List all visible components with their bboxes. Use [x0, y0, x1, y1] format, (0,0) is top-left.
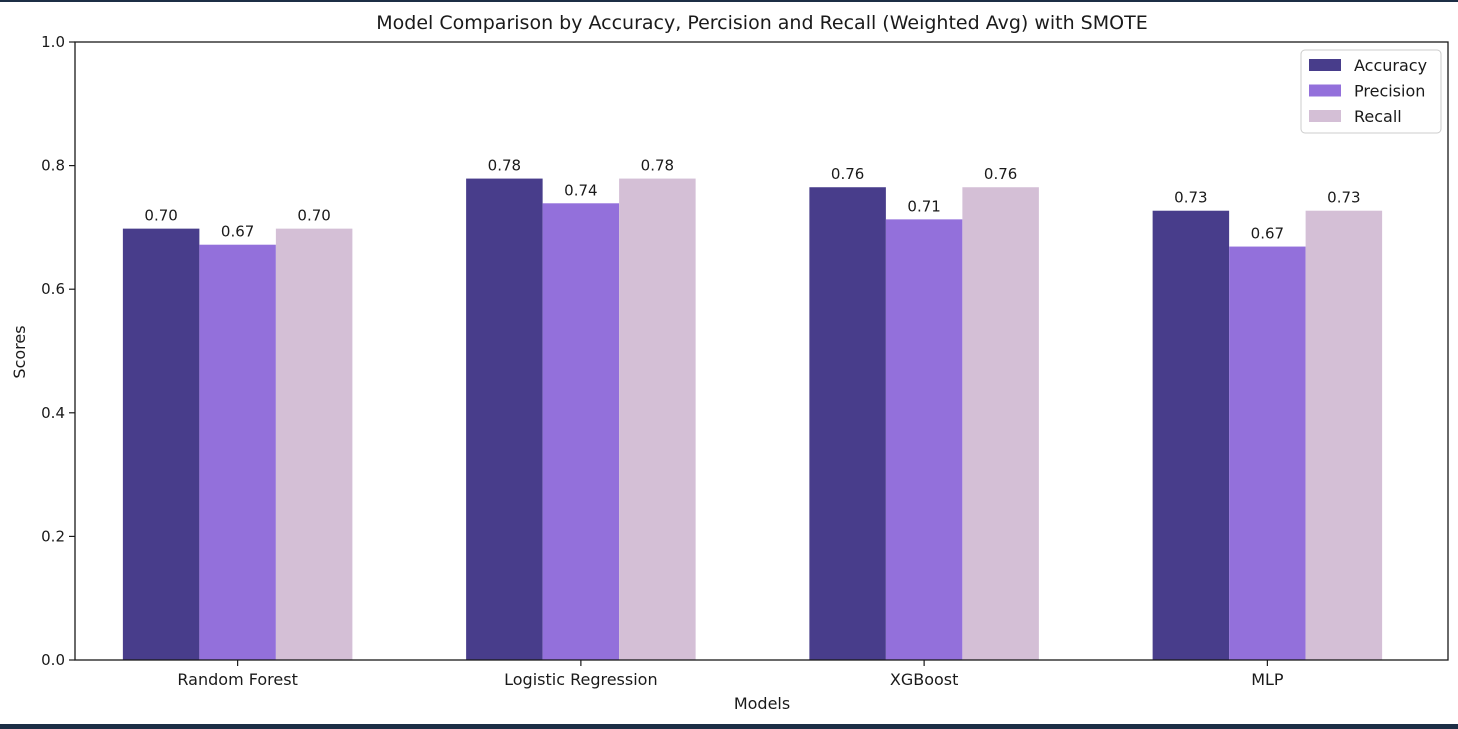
- legend-label-precision: Precision: [1354, 82, 1425, 101]
- bar-value-label: 0.76: [831, 165, 864, 183]
- bar-value-label: 0.70: [144, 207, 177, 225]
- bar-precision: [885, 219, 963, 660]
- bar-accuracy: [466, 178, 543, 660]
- legend-label-recall: Recall: [1354, 107, 1402, 126]
- y-axis: 0.0 0.2 0.4 0.6 0.8 1.0: [41, 33, 75, 669]
- bar-recall: [275, 228, 353, 661]
- bar-value-label: 0.73: [1174, 189, 1207, 207]
- bar-precision: [199, 244, 276, 661]
- legend-swatch-recall: [1309, 110, 1341, 122]
- bar-value-label: 0.67: [1251, 225, 1284, 243]
- bar-value-label: 0.74: [564, 181, 597, 199]
- legend-swatch-precision: [1309, 84, 1341, 97]
- bar-value-label: 0.67: [221, 223, 254, 241]
- bar-value-label: 0.73: [1327, 189, 1360, 207]
- x-axis: Random Forest Logistic Regression XGBoost M…: [177, 660, 1284, 689]
- bar-recall: [1305, 210, 1383, 661]
- y-tick-label: 0.8: [41, 157, 65, 175]
- bar-value-label: 0.76: [984, 165, 1017, 183]
- bar-recall: [619, 178, 696, 660]
- legend-label-accuracy: Accuracy: [1354, 56, 1427, 75]
- bar-recall: [962, 187, 1039, 661]
- bar-value-label: 0.70: [297, 207, 330, 225]
- bars-group: 0.70 0.67 0.70 0.78 0.74 0.78 0.76 0.71 0.76 0.73…: [122, 157, 1383, 661]
- x-tick-label: MLP: [1251, 670, 1284, 689]
- plot-area-frame: [74, 41, 1449, 661]
- legend-swatch-accuracy: [1309, 59, 1341, 71]
- bar-value-label: 0.78: [641, 157, 674, 175]
- bar-accuracy: [1152, 210, 1230, 661]
- x-tick-label: Logistic Regression: [504, 670, 657, 689]
- x-tick-label: XGBoost: [890, 670, 959, 689]
- y-tick-label: 0.6: [41, 280, 65, 298]
- chart-title: Model Comparison by Accuracy, Percision …: [376, 12, 1147, 34]
- bar-accuracy: [122, 228, 200, 661]
- y-tick-label: 0.4: [41, 404, 65, 422]
- bar-value-label: 0.71: [907, 197, 940, 215]
- bar-precision: [542, 203, 620, 660]
- y-tick-label: 0.2: [41, 527, 65, 545]
- bar-accuracy: [809, 187, 886, 661]
- bar-value-label: 0.78: [488, 157, 521, 175]
- y-axis-label: Scores: [10, 325, 29, 378]
- y-tick-label: 0.0: [41, 651, 65, 669]
- x-tick-label: Random Forest: [177, 670, 297, 689]
- legend: Accuracy Precision Recall: [1300, 49, 1442, 134]
- bar-precision: [1229, 246, 1306, 661]
- y-tick-label: 1.0: [41, 33, 65, 51]
- x-axis-label: Models: [734, 694, 790, 713]
